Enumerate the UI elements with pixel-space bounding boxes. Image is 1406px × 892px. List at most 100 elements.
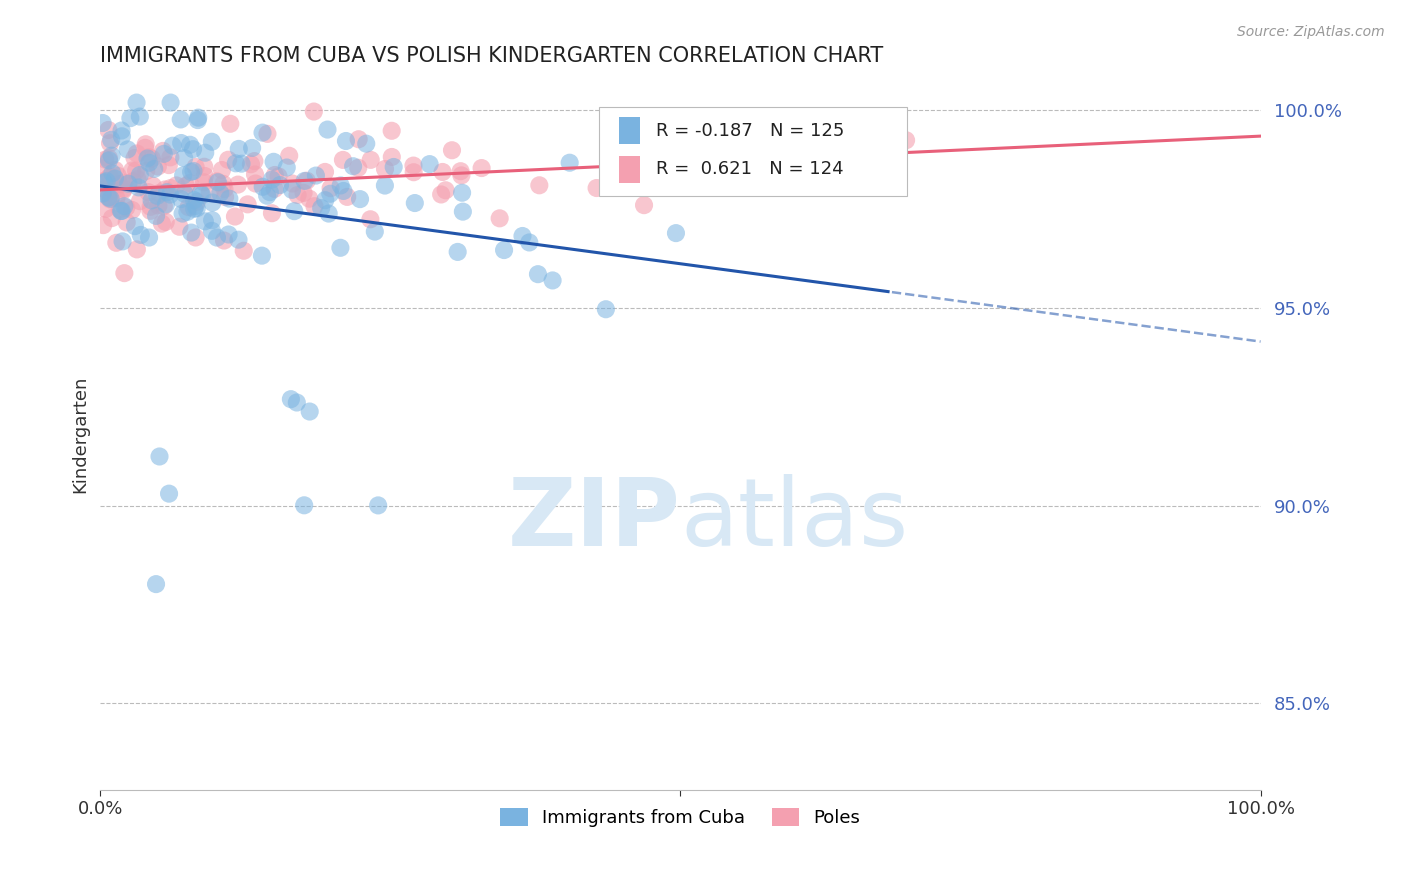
Point xyxy=(108,177,131,191)
Point xyxy=(128,168,150,182)
Point xyxy=(194,214,217,228)
Point xyxy=(124,219,146,234)
Point xyxy=(367,499,389,513)
Point xyxy=(260,172,283,186)
Point xyxy=(269,178,291,192)
Point xyxy=(447,244,470,259)
Point xyxy=(134,141,156,155)
Point xyxy=(169,219,191,234)
Point xyxy=(302,104,325,119)
Point xyxy=(434,183,457,197)
Point xyxy=(112,199,135,213)
Point xyxy=(354,136,377,151)
FancyBboxPatch shape xyxy=(619,117,640,145)
Point xyxy=(264,168,287,182)
Point xyxy=(243,168,266,182)
Point xyxy=(633,198,655,212)
Point xyxy=(209,186,232,201)
Point xyxy=(347,132,370,146)
Point xyxy=(217,153,239,167)
Point xyxy=(170,136,193,150)
Text: R =  0.621   N = 124: R = 0.621 N = 124 xyxy=(657,161,844,178)
Point xyxy=(159,187,181,202)
Point xyxy=(110,123,132,137)
Point xyxy=(125,146,148,161)
Point xyxy=(211,163,233,178)
Point xyxy=(283,204,305,219)
Point xyxy=(512,229,534,244)
Point xyxy=(228,233,250,247)
Point xyxy=(142,178,165,193)
Point xyxy=(172,169,194,183)
Text: Source: ZipAtlas.com: Source: ZipAtlas.com xyxy=(1237,25,1385,39)
Point xyxy=(104,171,127,186)
Point xyxy=(100,192,122,206)
Point xyxy=(98,193,121,207)
Point xyxy=(292,186,315,200)
Point xyxy=(212,177,235,191)
Point xyxy=(100,133,122,147)
Point xyxy=(194,169,217,183)
Point xyxy=(263,154,285,169)
Point xyxy=(155,197,177,211)
Point xyxy=(97,153,120,168)
Point xyxy=(665,226,688,240)
Point xyxy=(451,186,474,200)
Point xyxy=(207,175,229,189)
Point xyxy=(184,230,207,244)
Point xyxy=(98,136,121,151)
Point xyxy=(263,182,285,196)
Point xyxy=(97,123,120,137)
Point xyxy=(193,160,215,174)
Point xyxy=(309,201,332,215)
Point xyxy=(173,151,195,165)
Point xyxy=(558,155,581,169)
Point xyxy=(162,138,184,153)
Point xyxy=(252,126,274,140)
Point xyxy=(267,169,290,184)
Point xyxy=(236,197,259,211)
Point xyxy=(332,184,354,198)
Point xyxy=(180,226,202,240)
Point xyxy=(292,498,315,512)
Point xyxy=(250,249,273,263)
Point xyxy=(212,234,235,248)
Point xyxy=(141,194,163,208)
Point xyxy=(201,195,224,210)
Point xyxy=(218,227,240,242)
Point xyxy=(201,224,224,238)
Point xyxy=(159,150,181,164)
Point xyxy=(121,163,143,178)
Point xyxy=(295,174,318,188)
Point xyxy=(281,177,304,191)
Point xyxy=(585,181,607,195)
Point xyxy=(193,175,215,189)
Point xyxy=(112,176,135,190)
Point xyxy=(138,150,160,164)
Point xyxy=(153,199,176,213)
Point xyxy=(191,188,214,202)
Point xyxy=(179,176,201,190)
Point xyxy=(440,143,463,157)
Point xyxy=(517,235,540,250)
Point xyxy=(105,191,128,205)
Point xyxy=(121,202,143,217)
Point xyxy=(281,183,304,197)
Legend: Immigrants from Cuba, Poles: Immigrants from Cuba, Poles xyxy=(494,800,868,834)
Point xyxy=(110,177,132,191)
Point xyxy=(100,149,122,163)
Point xyxy=(451,204,474,219)
Point xyxy=(329,178,352,193)
Point xyxy=(153,182,176,196)
Point xyxy=(117,143,139,157)
Point xyxy=(894,133,917,147)
FancyBboxPatch shape xyxy=(599,107,907,196)
Point xyxy=(96,179,118,194)
Point xyxy=(186,202,208,216)
Point xyxy=(184,160,207,174)
Point xyxy=(180,165,202,179)
Point xyxy=(105,235,128,250)
Point xyxy=(150,217,173,231)
Point xyxy=(201,135,224,149)
Point xyxy=(173,186,195,201)
